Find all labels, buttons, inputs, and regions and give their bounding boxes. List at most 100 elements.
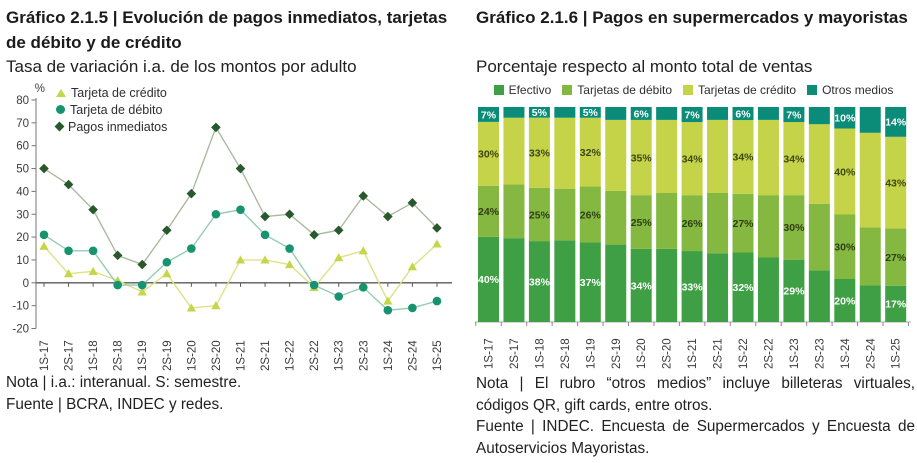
bar-1S-17: 40% 24% 30% 7%: [478, 107, 500, 322]
x-tick-label: 2S-21: [713, 338, 725, 369]
line-chart-legend: Tarjeta de crédito Tarjeta de débito Pagos…: [54, 84, 167, 135]
bar-segment: [528, 241, 550, 322]
triangle-marker: [235, 255, 246, 264]
bar-segment: [503, 184, 525, 239]
triangle-marker: [358, 246, 368, 255]
circle-marker: [334, 292, 344, 301]
circle-marker: [187, 244, 196, 253]
series-tarjeta-de-crédito: [39, 239, 442, 312]
legend-label: Tarjeta de crédito: [71, 85, 167, 100]
bar-segment: [605, 190, 627, 245]
y-tick-label: 70: [16, 118, 29, 130]
x-tick-label: 2S-18: [113, 340, 125, 371]
bar-value-label: 34%: [783, 153, 805, 165]
bar-value-label: 33%: [529, 148, 551, 160]
x-tick-label: 2S-19: [611, 338, 623, 369]
bar-1S-18: 38% 25% 33% 5%: [529, 107, 551, 322]
bar-value-label: 7%: [786, 109, 802, 121]
diamond-marker: [284, 209, 295, 220]
x-tick-label: 1S-18: [534, 338, 546, 369]
circle-marker: [358, 283, 368, 292]
square-marker-icon: [683, 85, 693, 95]
legend-item-otros-medios: Otros medios: [807, 83, 893, 97]
x-tick-label: 1S-19: [137, 340, 149, 371]
bar-segment: [808, 107, 830, 125]
bar-chart-subtitle: Porcentaje respecto al monto total de ve…: [476, 57, 813, 76]
bar-segment: [478, 185, 499, 237]
bar-segment: [579, 117, 601, 187]
series-tarjeta-de-débito: [39, 205, 442, 315]
bar-segment: [808, 124, 830, 204]
bar-2S-19: [605, 107, 627, 322]
bar-segment: [605, 244, 627, 322]
bar-segment: [757, 107, 779, 120]
diamond-marker: [137, 259, 148, 270]
bar-value-label: 30%: [478, 149, 500, 161]
bar-segment: [630, 248, 652, 322]
bar-segment: [630, 107, 652, 120]
bar-value-label: 26%: [580, 209, 602, 221]
bar-segment: [681, 251, 703, 322]
x-tick-label: 1S-21: [235, 340, 247, 371]
square-marker-icon: [493, 85, 504, 95]
line-chart: % 80 70 60 50 40 30 20 10 0 -10 -20 1S-17 2S-17 1S-18 2…: [12, 83, 452, 371]
circle-marker: [236, 205, 245, 214]
bar-value-label: 25%: [631, 217, 653, 229]
x-tick-label: 1S-20: [186, 340, 198, 371]
x-tick-label: 1S-23: [789, 338, 801, 369]
legend-label: Otros medios: [822, 83, 894, 97]
bar-1S-23: 29% 30% 34% 7%: [783, 107, 805, 322]
stacked-bar-chart: 40%24%30%7% 38%25%33%5% 37%26%32%5% 34% 25% 3…: [475, 107, 911, 369]
diamond-marker: [235, 163, 246, 174]
bar-value-label: 33%: [682, 281, 704, 293]
bar-chart-notes: Nota | El rubro “otros medios” incluye b…: [476, 373, 915, 459]
diamond-marker: [112, 250, 123, 261]
y-tick-label: 30: [16, 209, 29, 221]
x-tick-label: 2S-17: [509, 338, 521, 369]
bar-segment: [859, 107, 881, 133]
diamond-marker: [309, 230, 319, 240]
x-tick-label: 1S-17: [484, 338, 496, 369]
bar-value-label: 35%: [631, 152, 653, 164]
bar-1S-19: 37% 26% 32% 5%: [579, 107, 602, 322]
bar-segment: [834, 107, 856, 129]
bar-segment: [732, 120, 754, 194]
triangle-marker: [137, 287, 147, 296]
circle-marker: [64, 246, 73, 256]
bar-2S-18: [554, 107, 576, 322]
bar-value-label: 32%: [732, 282, 754, 294]
zero-line: [36, 282, 452, 287]
bar-segment: [503, 117, 525, 185]
bar-segment: [503, 238, 525, 322]
x-tick-label: 1S-18: [88, 340, 100, 371]
series-pagos-inmediatos: [39, 122, 442, 270]
legend-item-tarjeta-de-crédito: Tarjeta de crédito: [56, 84, 167, 101]
triangle-marker: [260, 255, 270, 264]
x-tick-label: 1S-20: [636, 338, 648, 369]
bar-value-label: 30%: [783, 222, 805, 234]
bar-segment: [757, 119, 779, 196]
bar-segment: [656, 107, 678, 120]
circle-marker: [432, 296, 442, 306]
x-tick-label: 1S-19: [585, 338, 597, 369]
circle-marker: [211, 209, 221, 219]
bar-segment: [681, 122, 703, 196]
bar-segment: [656, 193, 678, 249]
x-tick-label: 2S-24: [865, 338, 877, 369]
x-tick-label: 2S-22: [763, 338, 775, 369]
bar-chart-source: Fuente | INDEC. Encuesta de Supermercado…: [476, 418, 915, 457]
bar-segment: [859, 227, 881, 286]
bar-segment: [808, 203, 830, 271]
triangle-marker: [432, 239, 442, 248]
bar-segment: [757, 257, 779, 322]
legend-item-pagos-inmediatos: Pagos inmediatos: [54, 118, 167, 135]
triangle-marker: [407, 262, 417, 271]
x-axis-labels: 1S-17 2S-17 1S-18 2S-18 1S-19 2S-19 1S-20 2S-20…: [484, 338, 903, 369]
bar-value-label: 40%: [834, 166, 856, 178]
bar-1S-25: 17% 27% 43% 14%: [885, 107, 907, 322]
bar-segment: [478, 236, 499, 322]
bar-segment: [783, 122, 805, 196]
circle-marker: [285, 244, 294, 253]
y-tick-label: -10: [12, 301, 29, 313]
